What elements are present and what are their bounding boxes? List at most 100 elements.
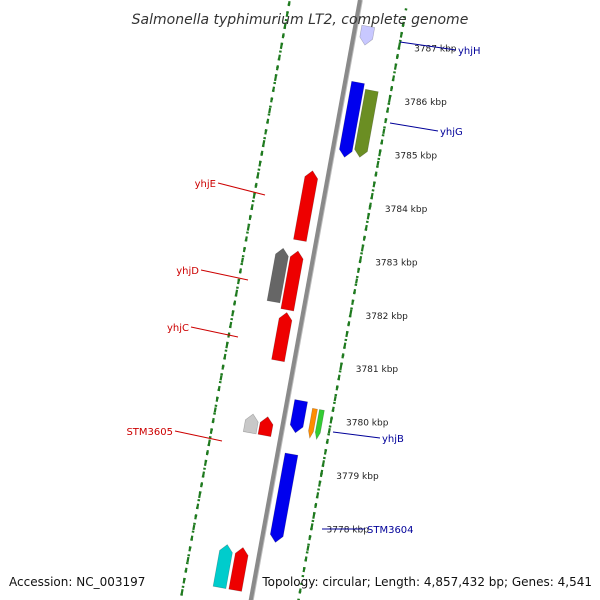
minor-tick [372, 182, 376, 188]
minor-tick [380, 139, 384, 145]
minor-tick [351, 299, 355, 306]
minor-tick [374, 171, 378, 177]
major-tick [310, 523, 314, 531]
minor-tick [347, 321, 351, 327]
minor-tick [188, 546, 192, 552]
minor-tick [258, 161, 262, 167]
minor-tick [343, 342, 347, 348]
minor-tick [395, 53, 399, 60]
minor-tick [221, 364, 225, 370]
minor-tick [314, 502, 318, 509]
minor-tick [201, 471, 206, 477]
tick-layer: 3787 kbp 3786 kbp 3785 kbp 3784 kbp 3783 kbp… [180, 0, 457, 600]
label-leader-line [389, 122, 439, 132]
gene-label-yhjh: yhjH [458, 46, 481, 57]
minor-tick [207, 439, 211, 445]
minor-tick [393, 64, 397, 70]
minor-tick [279, 43, 283, 50]
minor-tick [223, 353, 227, 360]
gene-label-stm3605: STM3605 [126, 427, 173, 438]
gene-label-stm3604: STM3604 [367, 525, 414, 536]
minor-tick [298, 588, 302, 594]
minor-tick [281, 33, 285, 39]
minor-tick [229, 321, 233, 328]
gene-arrow [212, 544, 233, 589]
label-leader-line [190, 326, 239, 338]
minor-tick [285, 11, 289, 17]
gene-arrow [257, 416, 274, 437]
minor-tick [370, 192, 374, 199]
gene-arrow-stm3604 [269, 452, 299, 543]
label-leader-line [399, 41, 457, 51]
topology-text: Topology: circular; Length: 4,857,432 bp… [261, 575, 592, 589]
minor-tick [254, 182, 258, 189]
label-leader-line [332, 431, 381, 439]
backbone-line [248, 0, 362, 600]
gene-arrow-yhjd [280, 250, 304, 312]
minor-tick [356, 267, 361, 273]
minor-tick [180, 588, 184, 595]
minor-tick [196, 503, 200, 509]
minor-tick [333, 395, 337, 402]
minor-tick [355, 278, 359, 284]
minor-tick [287, 0, 291, 7]
minor-tick [200, 482, 204, 488]
minor-tick [273, 75, 278, 82]
minor-tick [198, 492, 202, 499]
minor-tick [384, 117, 388, 124]
minor-tick [362, 235, 366, 241]
minor-tick [213, 407, 217, 413]
minor-tick [364, 224, 368, 231]
minor-tick [306, 545, 310, 551]
minor-tick [399, 32, 403, 38]
minor-tick [382, 128, 386, 134]
gene-arrow-yhje [293, 170, 319, 242]
gene-arrow-yhjb [308, 407, 318, 439]
minor-tick [250, 204, 254, 210]
label-leader-line [217, 182, 266, 196]
minor-tick [203, 460, 207, 467]
minor-tick [345, 331, 349, 338]
minor-tick [325, 438, 329, 445]
minor-tick [260, 150, 264, 156]
gene-label-yhjc: yhjC [167, 323, 189, 334]
minor-tick [264, 129, 268, 135]
minor-tick [275, 65, 279, 71]
minor-tick [246, 225, 250, 231]
tick-label: 3786 kbp [404, 98, 447, 108]
tick-label: 3782 kbp [365, 312, 408, 322]
major-tick [368, 202, 372, 210]
minor-tick [238, 268, 243, 274]
minor-tick [335, 385, 339, 391]
minor-tick [225, 343, 229, 349]
gene-arrow-yhjg [354, 88, 379, 158]
tick-label: 3781 kbp [356, 365, 399, 375]
minor-tick [182, 578, 186, 584]
map-title: Salmonella typhimurium LT2, complete gen… [132, 12, 469, 28]
tick-label: 3783 kbp [375, 258, 418, 268]
label-leader-line [200, 269, 249, 281]
minor-tick [256, 172, 260, 178]
minor-tick [341, 353, 345, 359]
minor-tick [205, 450, 209, 456]
minor-tick [272, 86, 276, 92]
minor-tick [237, 278, 241, 285]
minor-tick [401, 21, 405, 28]
minor-tick [209, 428, 213, 434]
gene-arrow [228, 547, 249, 592]
minor-tick [312, 513, 316, 519]
minor-tick [316, 492, 320, 498]
gene-arrow [314, 409, 325, 441]
tick-label: 3779 kbp [336, 472, 379, 482]
gene-arrow [266, 247, 289, 304]
minor-tick [248, 214, 252, 221]
accession-text: Accession: NC_003197 [9, 575, 145, 589]
minor-tick [360, 246, 364, 252]
minor-tick [219, 375, 223, 381]
gene-label-yhjg: yhjG [440, 127, 463, 138]
minor-tick [186, 556, 190, 563]
minor-tick [327, 428, 331, 434]
minor-tick [277, 54, 281, 60]
minor-tick [215, 396, 219, 402]
